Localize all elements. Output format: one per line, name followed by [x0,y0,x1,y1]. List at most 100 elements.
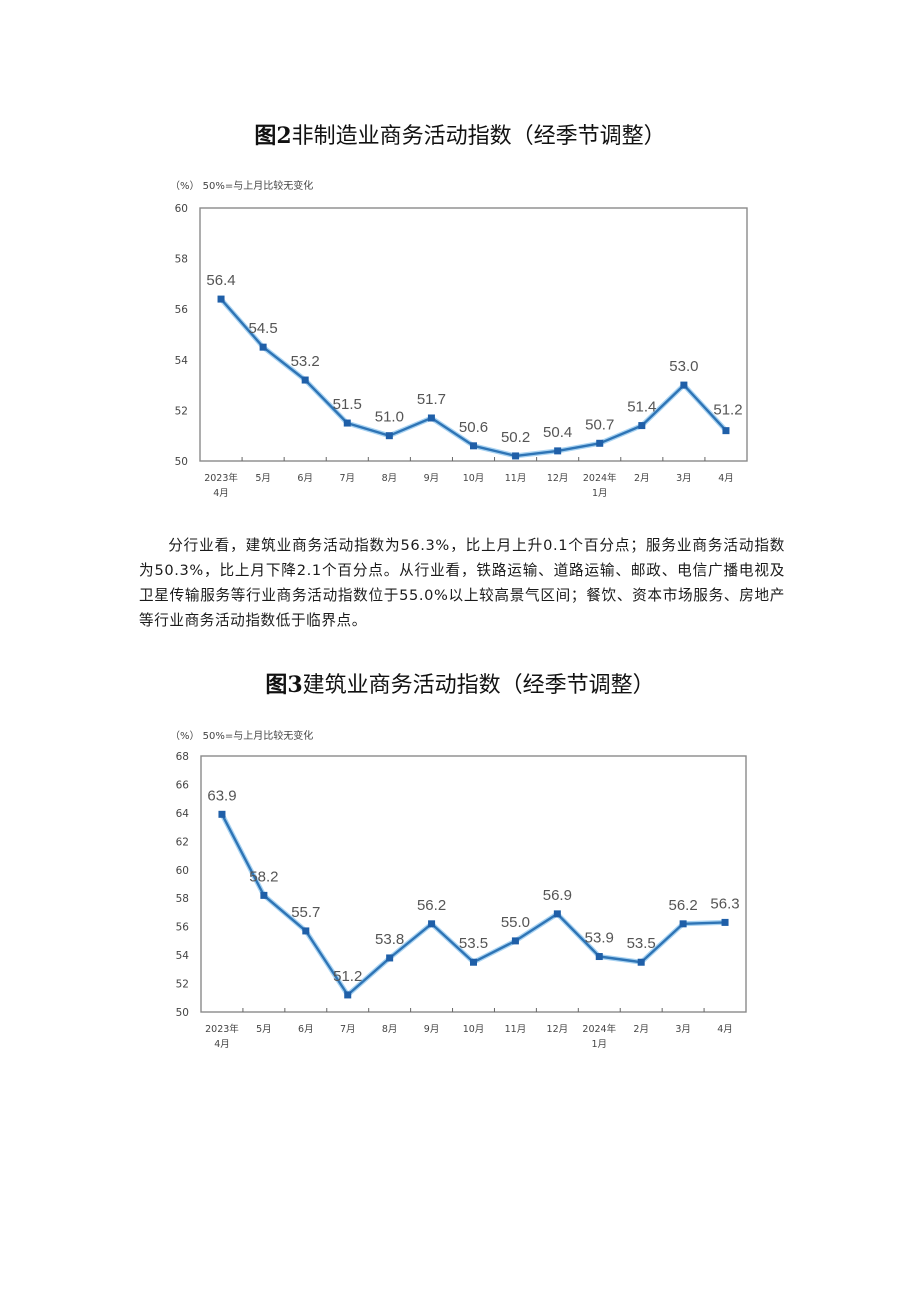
x-tick-label: 8月 [382,473,398,484]
data-point-marker [679,920,687,928]
data-point-marker [595,953,603,961]
data-point-marker [511,937,519,945]
x-tick-label: 2月 [634,473,650,484]
y-tick-label: 54 [176,950,190,962]
data-label: 56.4 [206,272,235,289]
x-tick-label: 12月 [547,1024,569,1035]
data-point-marker [343,419,351,427]
data-label: 50.6 [459,419,488,436]
unit-note: （%） 50%=与上月比较无变化 [170,729,313,742]
figure2-chart: （%） 50%=与上月比较无变化 50 52 54 56 58 60 2023年 4月 5月 6月 7… [0,0,920,510]
data-point-marker [638,422,646,430]
data-label: 51.7 [417,391,446,408]
paragraph-text: 分行业看，建筑业商务活动指数为56.3%，比上月上升0.1个百分点；服务业商务活… [139,537,785,629]
x-tick-label: 10月 [463,1024,485,1035]
y-tick-label: 56 [175,304,189,316]
data-label: 53.5 [459,935,488,952]
y-tick-label: 60 [175,203,188,215]
x-tick-label: 11月 [505,473,527,484]
data-point-marker [680,381,688,389]
data-point-marker [385,432,393,440]
figure3-title-text: 建筑业商务活动指数（经季节调整） [302,673,655,698]
unit-note: （%） 50%=与上月比较无变化 [170,179,313,192]
y-tick-label: 68 [176,751,189,763]
x-tick-label: 2024年 [582,1023,616,1035]
data-label: 55.7 [291,904,320,921]
x-tick-label: 1月 [591,1039,607,1050]
y-tick-label: 58 [176,893,189,905]
data-label: 51.4 [627,399,656,416]
y-tick-label: 60 [176,865,189,877]
figure3-title-prefix: 图3 [265,672,303,698]
x-tick-label: 2月 [633,1024,649,1035]
y-tick-label: 52 [175,405,188,417]
x-tick-label: 11月 [505,1024,527,1035]
figure3-title: 图3建筑业商务活动指数（经季节调整） [0,667,920,699]
data-point-marker [470,442,477,450]
x-tick-label: 5月 [256,1024,272,1035]
y-tick-label: 50 [175,456,188,468]
x-tick-label: 2024年 [583,472,617,484]
data-label: 56.9 [543,887,572,904]
data-label: 56.2 [669,897,698,914]
data-point-marker [427,414,435,422]
data-label: 50.4 [543,424,572,441]
data-point-marker [721,918,729,926]
data-point-marker [344,991,352,999]
figure2-title-text: 非制造业商务活动指数（经季节调整） [291,124,666,149]
y-tick-label: 50 [176,1007,189,1019]
x-tick-label: 2023年 [204,472,238,484]
figure3-line-chart: （%） 50%=与上月比较无变化 50 52 54 56 58 60 62 64 66 68 2023… [170,729,747,1050]
data-point-marker [428,920,436,928]
x-tick-label: 4月 [214,1039,230,1050]
y-tick-label: 52 [176,979,189,991]
x-tick-label: 4月 [718,473,734,484]
data-point-marker [218,810,226,818]
data-label: 51.5 [333,396,362,413]
data-label: 54.5 [249,320,278,337]
x-tick-label: 2023年 [205,1023,239,1035]
y-tick-label: 58 [175,254,188,266]
x-tick-label: 8月 [382,1024,398,1035]
x-tick-label: 7月 [339,473,355,484]
data-label: 53.8 [375,931,404,948]
data-point-marker [259,343,267,351]
x-tick-label: 9月 [424,1024,440,1035]
x-tick-label: 7月 [340,1024,356,1035]
data-point-marker [386,954,394,962]
data-label: 56.2 [417,897,446,914]
figure3-chart: （%） 50%=与上月比较无变化 50 52 54 56 58 60 62 64 66 68 2023… [170,729,747,1050]
data-point-marker [554,447,562,455]
data-point-marker [470,958,477,966]
x-tick-label: 10月 [463,473,485,484]
data-label: 55.0 [501,914,530,931]
data-label: 51.0 [375,409,404,426]
data-label: 53.0 [669,358,698,375]
data-label: 51.2 [333,968,362,985]
data-label: 53.9 [585,930,614,947]
x-tick-label: 3月 [676,473,692,484]
data-point-marker [637,958,645,966]
x-tick-label: 12月 [547,473,569,484]
data-label: 53.2 [291,353,320,370]
x-tick-label: 6月 [298,1024,314,1035]
x-tick-label: 4月 [213,488,229,499]
data-point-marker [553,910,561,918]
data-label: 53.5 [627,935,656,952]
x-tick-label: 6月 [297,473,313,484]
plot-area [200,755,747,1013]
body-paragraph: 分行业看，建筑业商务活动指数为56.3%，比上月上升0.1个百分点；服务业商务活… [139,533,785,633]
x-tick-label: 3月 [675,1024,691,1035]
data-label: 50.7 [585,416,614,433]
figure2-line-chart: （%） 50%=与上月比较无变化 50 52 54 56 58 60 2023年 4月 5月 6月 7… [170,179,748,499]
x-tick-label: 4月 [717,1024,733,1035]
plot-area [199,207,748,462]
data-point-marker [722,427,730,435]
data-point-marker [260,891,268,899]
data-label: 56.3 [710,895,739,912]
x-tick-label: 5月 [255,473,271,484]
y-tick-label: 62 [176,836,189,848]
y-tick-label: 54 [175,355,189,367]
data-label: 50.2 [501,429,530,446]
y-tick-label: 64 [176,808,190,820]
